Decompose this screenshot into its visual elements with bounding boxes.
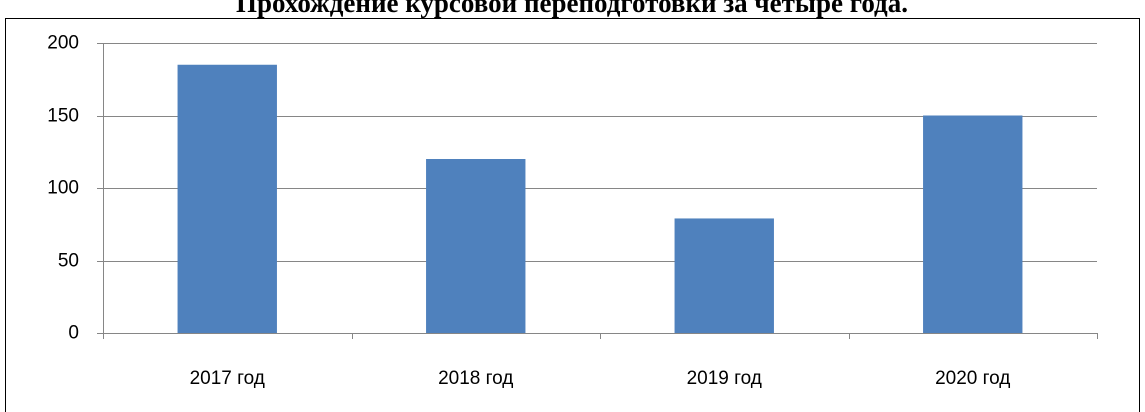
bar (923, 115, 1023, 333)
chart-title: Прохождение курсовой переподготовки за ч… (236, 0, 908, 18)
bar (426, 159, 526, 333)
x-tick-label: 2017 год (190, 368, 265, 389)
bar (674, 218, 774, 333)
y-tick-label: 100 (47, 178, 79, 199)
x-tick-label: 2020 год (935, 368, 1010, 389)
y-tick-label: 200 (47, 33, 79, 54)
y-tick-label: 150 (47, 106, 79, 127)
x-tick-label: 2018 год (438, 368, 513, 389)
y-tick-label: 50 (58, 251, 79, 272)
bar (177, 64, 277, 333)
y-tick-label: 0 (68, 323, 79, 344)
chart-frame (5, 18, 1140, 412)
x-tick-label: 2019 год (687, 368, 762, 389)
